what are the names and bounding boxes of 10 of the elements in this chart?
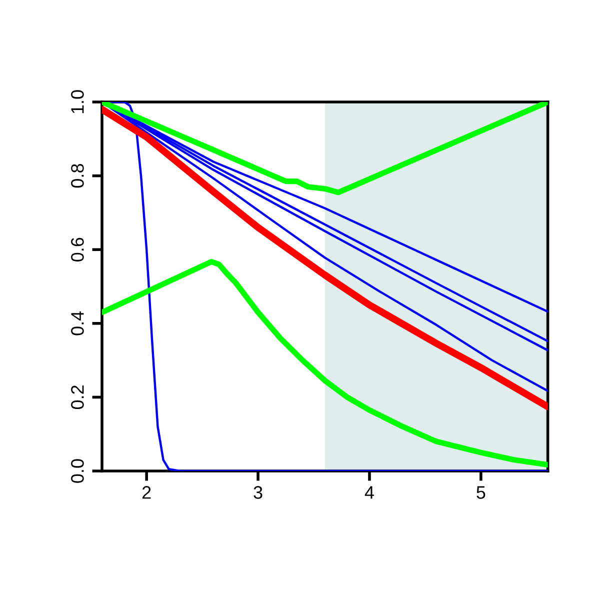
x-tick-label: 5 [476, 486, 486, 499]
y-tick-label: 0.6 [71, 238, 84, 262]
y-tick-label: 0.4 [71, 311, 84, 336]
y-tick-label: 0.8 [71, 164, 84, 188]
y-tick-label: 1.0 [71, 90, 84, 114]
x-tick-label: 3 [254, 486, 262, 499]
y-tick-label: 0.0 [71, 459, 84, 483]
x-tick-label: 2 [142, 486, 151, 499]
x-tick-label: 4 [364, 486, 374, 499]
y-tick-label: 0.2 [71, 386, 84, 410]
